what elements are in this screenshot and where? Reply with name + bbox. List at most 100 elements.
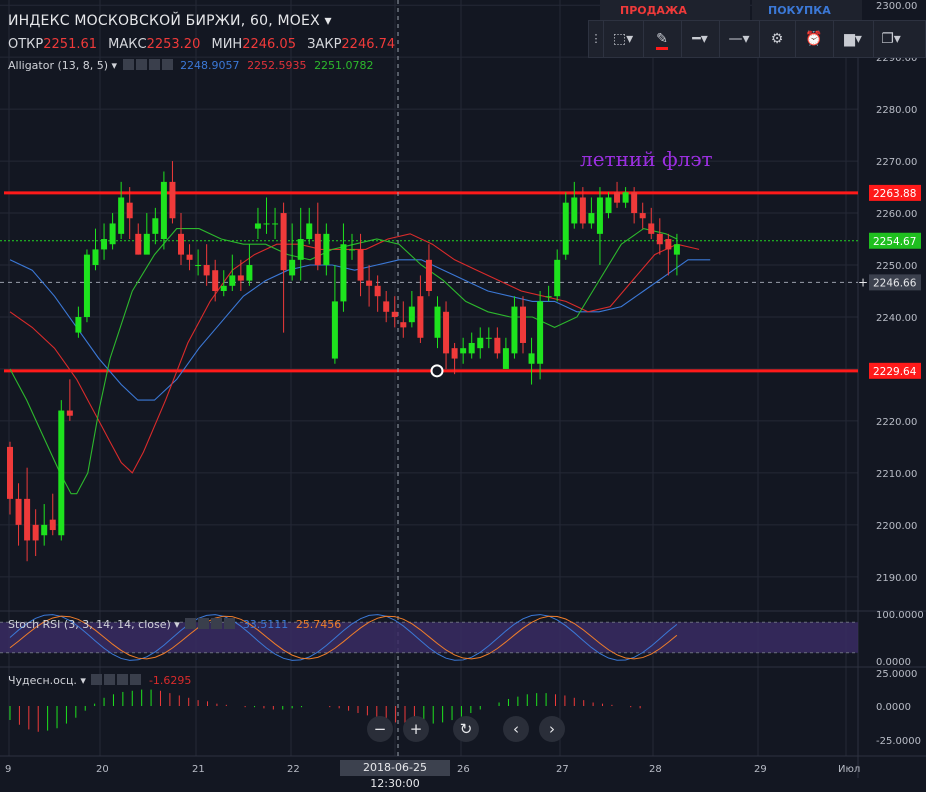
plus-icon[interactable] [117, 674, 129, 685]
candle-body [118, 197, 125, 234]
price-label-bg [869, 232, 921, 249]
candle-body [571, 197, 578, 224]
candle-body [596, 197, 603, 234]
alligator-legend[interactable]: Alligator (13, 8, 5) ▾ 2248.9057 2252.59… [8, 59, 374, 72]
y-tick-label: 2220.00 [876, 417, 917, 428]
line-thin-icon[interactable]: —▾ [719, 21, 760, 57]
candle-body [349, 249, 355, 251]
candle-body [648, 223, 655, 234]
gear-icon[interactable] [198, 618, 210, 629]
fill-icon[interactable]: ▆▾ [833, 21, 874, 57]
buy-tab[interactable]: ПОКУПКА [752, 0, 862, 20]
y-tick-label: 2290.00 [876, 53, 917, 64]
candle-body [7, 446, 13, 499]
pencil-icon[interactable]: ✎ [643, 21, 682, 57]
ao-legend[interactable]: Чудесн.осц. ▾ -1.6295 [8, 674, 192, 687]
candle-body [528, 353, 535, 364]
candle-body [254, 223, 261, 229]
symbol-title[interactable]: ИНДЕКС МОСКОВСКОЙ БИРЖИ, 60, MOEX ▾ [8, 13, 332, 29]
x-tick-label: 27 [556, 764, 569, 775]
close-icon[interactable] [161, 59, 173, 70]
candle-body [588, 213, 595, 224]
layout-icon[interactable]: ⬚▾ [603, 21, 644, 57]
close-icon[interactable] [130, 674, 142, 685]
reset-icon[interactable]: ↻ [453, 716, 479, 742]
alligator-lips-value: 2251.0782 [314, 59, 374, 72]
candle-body [24, 498, 31, 541]
price-axis-label: 2263.88 [869, 184, 921, 201]
alarm-icon[interactable]: ⏰ [795, 21, 834, 57]
candle-body [41, 524, 48, 536]
candle-body [485, 337, 492, 339]
alligator-name: Alligator (13, 8, 5) [8, 59, 109, 72]
price-label-text: 2263.88 [873, 188, 916, 200]
candle-body [366, 280, 373, 286]
ao-tick-label: 25.0000 [876, 669, 917, 680]
candle-body [331, 301, 338, 359]
candle-body [160, 181, 167, 240]
scroll-right-button[interactable]: › [539, 716, 565, 742]
chevron-down-icon[interactable]: ▾ [324, 13, 332, 29]
candle-body [66, 410, 73, 416]
ohlc-readout: ОТКР2251.61 МАКС2253.20 МИН2246.05 ЗАКР2… [8, 37, 402, 52]
gear-icon[interactable] [135, 59, 147, 70]
low-value: 2246.05 [242, 37, 296, 52]
plus-icon[interactable] [148, 59, 160, 70]
stoch-tick-label: 100.0000 [876, 610, 924, 621]
candle-body [109, 223, 116, 245]
candle-body [306, 223, 313, 240]
candle-body [49, 519, 56, 531]
copy-icon[interactable]: ❐▾ [881, 31, 901, 47]
candle-body [272, 223, 279, 225]
candle-body [195, 265, 202, 267]
y-tick-label: 2260.00 [876, 209, 917, 220]
drag-handle-icon[interactable]: ⋮ [589, 21, 604, 57]
price-label-bg [869, 274, 921, 291]
alligator-lips-line [9, 228, 678, 495]
zoom-in-button[interactable]: + [403, 716, 429, 742]
x-tick-label: 28 [649, 764, 662, 775]
x-tick-label: 29 [754, 764, 767, 775]
plus-icon[interactable] [211, 618, 223, 629]
close-icon[interactable] [224, 618, 236, 629]
eye-icon[interactable] [91, 674, 103, 685]
candle-body [280, 213, 287, 271]
stoch-legend[interactable]: Stoch RSI (3, 3, 14, 14, close) ▾ 33.511… [8, 618, 342, 631]
candle-body [143, 233, 150, 255]
y-tick-label: 2270.00 [876, 157, 917, 168]
close-label: ЗАКР [307, 37, 342, 52]
candle-body [126, 202, 133, 219]
candle-body [656, 233, 663, 245]
alligator-jaw-line [9, 259, 711, 401]
eye-icon[interactable] [185, 618, 197, 629]
candle-body [434, 306, 441, 338]
eye-icon[interactable] [122, 59, 134, 70]
gear-icon[interactable] [104, 674, 116, 685]
candle-body [92, 249, 99, 266]
y-tick-label: 2300.00 [876, 1, 917, 12]
price-label-text: 2254.67 [873, 236, 916, 248]
y-tick-label: 2280.00 [876, 105, 917, 116]
sell-tab[interactable]: ПРОДАЖА [600, 0, 750, 20]
candle-body [323, 233, 330, 266]
candle-body [554, 259, 561, 297]
gear-icon[interactable]: ⚙ [759, 21, 796, 57]
x-tick-label: 9 [5, 764, 11, 775]
candle-body [400, 322, 407, 328]
crosshair-date-label: 2018-06-25 12:30:00 [340, 760, 450, 790]
high-value: 2253.20 [146, 37, 201, 52]
candle-body [152, 218, 159, 234]
zoom-out-button[interactable]: − [367, 716, 393, 742]
annotation-text[interactable]: летний флэт [580, 147, 713, 171]
scroll-left-button[interactable]: ‹ [503, 716, 529, 742]
y-tick-label: 2200.00 [876, 521, 917, 532]
candle-body [460, 348, 467, 354]
line-style-icon[interactable]: ━▾ [681, 21, 720, 57]
candle-body [178, 233, 184, 255]
candle-body [502, 348, 509, 369]
candle-body [477, 337, 484, 349]
candle-body [212, 270, 219, 292]
ao-name: Чудесн.осц. [8, 674, 77, 687]
sell-label: ПРОДАЖА [620, 4, 687, 17]
